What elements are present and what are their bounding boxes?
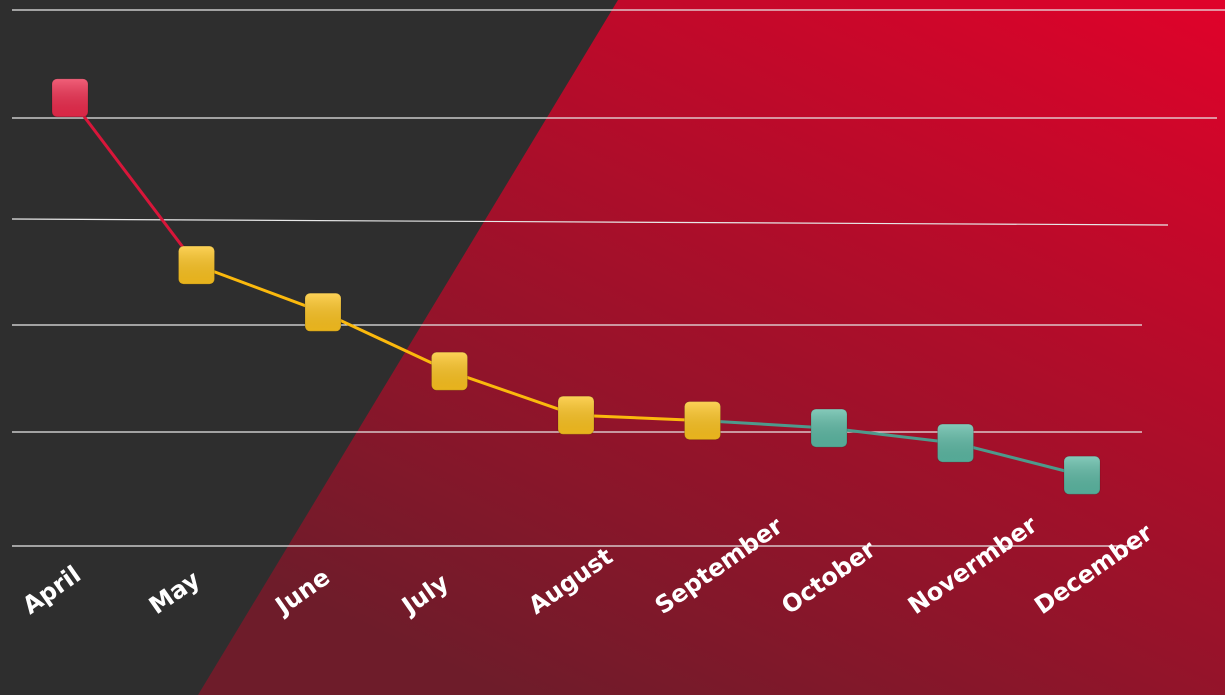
line-segment: [575, 413, 703, 423]
background-shape: [198, 0, 1225, 695]
point-shine: [305, 293, 341, 332]
point-shine: [178, 246, 215, 285]
point-shine: [558, 396, 594, 435]
point-shine: [811, 409, 847, 448]
line-segment: [828, 426, 956, 445]
point-shine: [684, 401, 721, 440]
line-segment: [449, 369, 577, 417]
grid-line: [11, 218, 1169, 226]
point-shine: [431, 352, 468, 391]
line-segment: [195, 263, 324, 314]
point-shine: [1064, 456, 1100, 495]
line-segment: [68, 96, 198, 267]
line-segment: [322, 310, 451, 373]
line-segment: [955, 441, 1083, 477]
line-segment: [702, 419, 830, 430]
point-shine: [937, 424, 974, 463]
point-shine: [52, 78, 88, 117]
